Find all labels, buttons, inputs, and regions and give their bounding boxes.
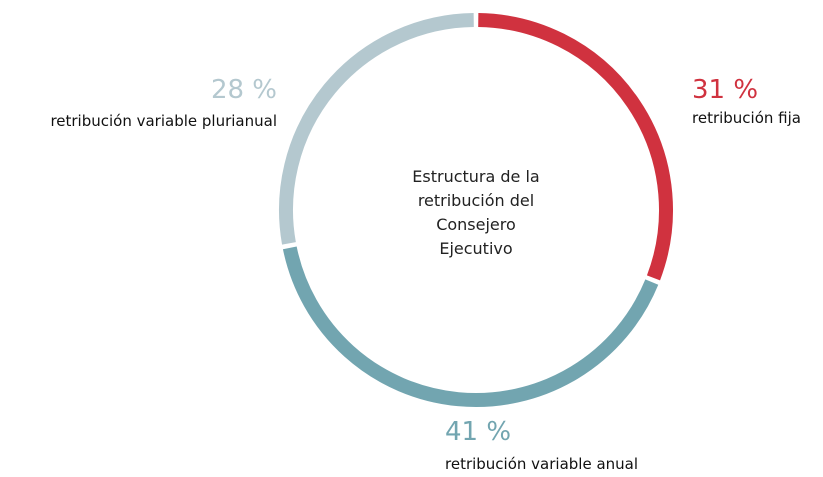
chart-title: Estructura de la retribución del Conseje… (412, 167, 540, 258)
donut-segment (478, 13, 673, 281)
category-label: retribución variable plurianual (50, 112, 277, 130)
value-label: 28 % (211, 75, 277, 105)
category-label: retribución fija (692, 109, 801, 127)
category-label: retribución variable anual (445, 455, 638, 473)
donut-segment (282, 246, 659, 407)
donut-segment (279, 13, 474, 245)
value-label: 41 % (445, 417, 511, 447)
value-label: 31 % (692, 75, 758, 105)
